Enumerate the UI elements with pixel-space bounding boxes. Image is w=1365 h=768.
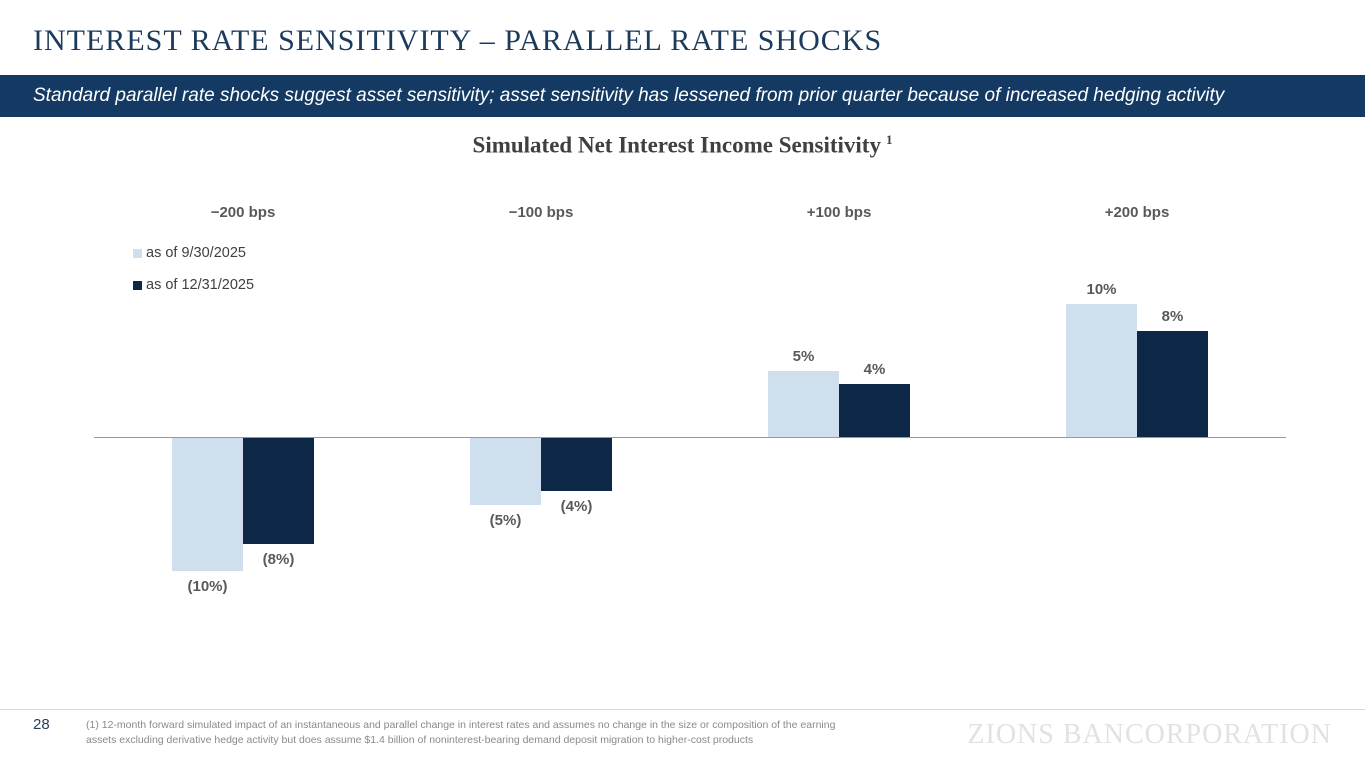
bar-series0-cat1: [470, 438, 541, 505]
slide-title: INTEREST RATE SENSITIVITY – PARALLEL RAT…: [33, 24, 883, 57]
category-label-0: −200 bps: [210, 204, 276, 221]
legend-label: as of 9/30/2025: [146, 245, 246, 261]
bar-value-label-series1-cat3: 8%: [1161, 307, 1184, 325]
bar-value-label-series0-cat0: (10%): [187, 578, 228, 595]
company-logo-text: ZIONS BANCORPORATION: [967, 719, 1332, 750]
category-label-1: −100 bps: [508, 204, 574, 221]
subtitle-banner-text: Standard parallel rate shocks suggest as…: [33, 85, 1225, 106]
bar-series0-cat2: [768, 370, 839, 437]
bar-value-label-series0-cat1: (5%): [489, 511, 522, 529]
footnote-line-1: (1) 12-month forward simulated impact of…: [86, 719, 836, 731]
page-number: 28: [33, 716, 50, 733]
legend-swatch-icon: [133, 248, 142, 258]
chart-title: Simulated Net Interest Income Sensitivit…: [0, 132, 1365, 159]
legend-item-1: as of 12/31/2025: [133, 277, 254, 293]
category-label-3: +200 bps: [1104, 204, 1170, 221]
bar-series0-cat0: [172, 438, 243, 571]
footnote-line-2: assets excluding derivative hedge activi…: [86, 733, 754, 746]
category-label-2: +100 bps: [806, 204, 872, 221]
bar-series1-cat2: [839, 383, 910, 437]
bar-value-label-series0-cat2: 5%: [792, 347, 815, 365]
chart-legend: as of 9/30/2025 as of 12/31/2025: [133, 245, 254, 309]
bar-series1-cat0: [243, 438, 314, 545]
footer-divider: [0, 709, 1365, 710]
bar-value-label-series1-cat2: 4%: [863, 360, 886, 378]
legend-label: as of 12/31/2025: [146, 277, 255, 293]
legend-item-0: as of 9/30/2025: [133, 245, 254, 261]
bar-value-label-series1-cat1: (4%): [560, 498, 593, 516]
x-axis-line: [94, 437, 1286, 438]
bar-value-label-series1-cat0: (8%): [262, 551, 295, 569]
legend-swatch-icon: [133, 280, 142, 290]
bar-value-label-series0-cat3: 10%: [1086, 281, 1117, 298]
bar-series1-cat3: [1137, 330, 1208, 437]
bar-series0-cat3: [1066, 304, 1137, 437]
bar-series1-cat1: [541, 438, 612, 492]
chart-title-footnote-ref: 1: [885, 132, 893, 147]
footnote: (1) 12-month forward simulated impact of…: [86, 718, 835, 747]
chart-title-text: Simulated Net Interest Income Sensitivit…: [472, 132, 881, 158]
subtitle-banner: Standard parallel rate shocks suggest as…: [0, 75, 1365, 117]
